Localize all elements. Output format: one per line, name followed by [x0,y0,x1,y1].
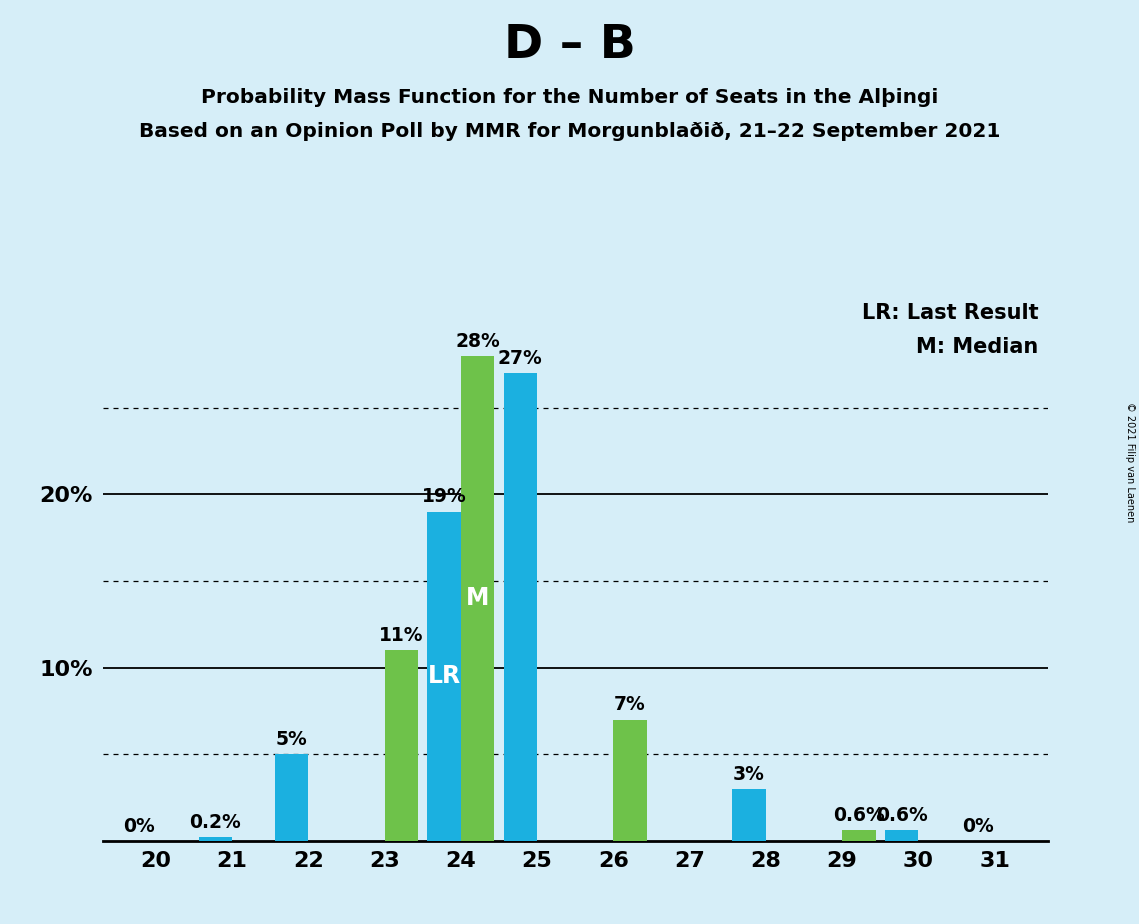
Bar [732,789,765,841]
Bar [385,650,418,841]
Text: LR: LR [427,664,460,688]
Bar [198,837,232,841]
Text: 27%: 27% [498,349,542,368]
Bar [842,831,876,841]
Text: 0.6%: 0.6% [833,807,885,825]
Text: 19%: 19% [421,488,467,506]
Text: 0%: 0% [123,817,155,835]
Text: © 2021 Filip van Laenen: © 2021 Filip van Laenen [1125,402,1134,522]
Text: LR: Last Result
M: Median: LR: Last Result M: Median [862,303,1039,358]
Text: M: M [466,587,490,610]
Bar [461,356,494,841]
Text: 0.2%: 0.2% [189,813,241,833]
Text: 0.6%: 0.6% [876,807,927,825]
Text: 0%: 0% [961,817,993,835]
Bar [613,720,647,841]
Text: 3%: 3% [734,765,765,784]
Bar [885,831,918,841]
Text: 7%: 7% [614,696,646,714]
Bar [427,512,461,841]
Text: 28%: 28% [456,332,500,350]
Text: D – B: D – B [503,23,636,68]
Text: Probability Mass Function for the Number of Seats in the Alþingi: Probability Mass Function for the Number… [200,88,939,107]
Text: 5%: 5% [276,730,308,749]
Bar [274,754,309,841]
Bar [503,373,538,841]
Text: 11%: 11% [379,626,424,645]
Text: Based on an Opinion Poll by MMR for Morgunblaðið, 21–22 September 2021: Based on an Opinion Poll by MMR for Morg… [139,122,1000,141]
